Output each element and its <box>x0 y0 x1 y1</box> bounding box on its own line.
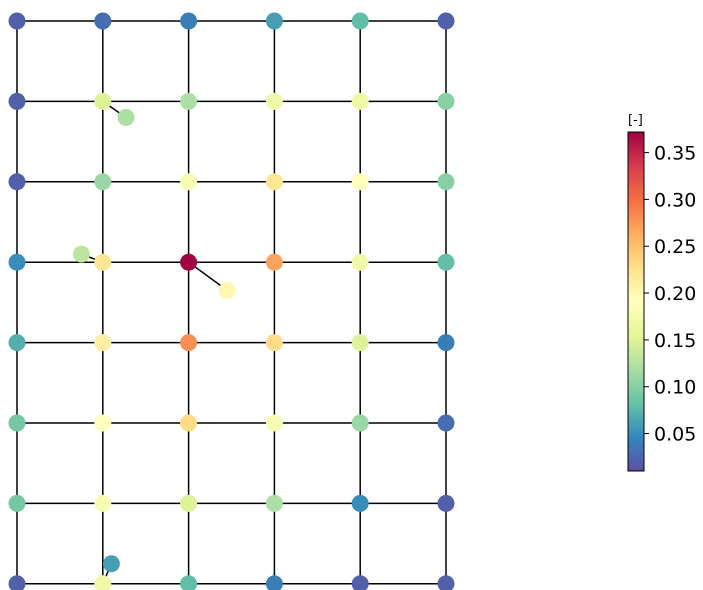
graph-node <box>8 334 26 352</box>
colorbar-ticks: 0.05 0.10 0.15 0.20 0.25 0.30 0.35 <box>644 143 696 446</box>
graph-node <box>180 253 198 271</box>
graph-node <box>180 173 198 191</box>
graph-node <box>180 12 198 30</box>
graph-node <box>437 575 455 590</box>
edge-layer <box>16 20 447 585</box>
graph-node <box>180 92 198 110</box>
graph-node <box>351 173 369 191</box>
graph-node <box>8 414 26 432</box>
graph-node <box>351 494 369 512</box>
graph-node <box>351 12 369 30</box>
graph-node <box>265 334 283 352</box>
graph-node <box>94 334 112 352</box>
colorbar-tick-label: 0.35 <box>654 143 696 165</box>
graph-node <box>265 253 283 271</box>
graph-node <box>8 253 26 271</box>
graph-node <box>437 253 455 271</box>
graph-node <box>265 173 283 191</box>
graph-node <box>265 494 283 512</box>
extra-node <box>218 281 236 299</box>
colorbar-tick-label: 0.15 <box>654 330 696 352</box>
colorbar-tick-label: 0.20 <box>654 283 696 305</box>
graph-node <box>265 92 283 110</box>
graph-node <box>180 494 198 512</box>
graph-node <box>180 414 198 432</box>
extra-node <box>102 555 120 573</box>
colorbar-gradient <box>627 131 645 472</box>
graph-node <box>8 575 26 590</box>
graph-node <box>265 12 283 30</box>
graph-node <box>94 575 112 590</box>
graph-node <box>180 334 198 352</box>
graph-node <box>351 414 369 432</box>
graph-node <box>351 92 369 110</box>
graph-node <box>351 334 369 352</box>
colorbar: [-] 0.05 0.10 0.15 0.20 0.25 0.30 0.35 <box>627 113 696 472</box>
graph-node <box>94 12 112 30</box>
extra-node <box>117 108 135 126</box>
graph-node <box>180 575 198 590</box>
graph-node <box>437 414 455 432</box>
graph-node <box>265 575 283 590</box>
graph-node <box>8 12 26 30</box>
graph-node <box>437 92 455 110</box>
colorbar-label: [-] <box>628 113 643 128</box>
extra-node <box>72 245 90 263</box>
graph-node <box>94 494 112 512</box>
colorbar-tick-label: 0.10 <box>654 377 696 399</box>
graph-node <box>265 414 283 432</box>
graph-node <box>437 12 455 30</box>
graph-node <box>8 92 26 110</box>
graph-node <box>351 253 369 271</box>
graph-node <box>351 575 369 590</box>
colorbar-tick-label: 0.05 <box>654 424 696 446</box>
graph-node <box>94 92 112 110</box>
graph-node <box>94 414 112 432</box>
graph-node <box>94 253 112 271</box>
graph-node <box>437 173 455 191</box>
graph-node <box>437 494 455 512</box>
graph-node <box>8 173 26 191</box>
graph-node <box>437 334 455 352</box>
graph-node <box>8 494 26 512</box>
colorbar-tick-label: 0.25 <box>654 236 696 258</box>
graph-node <box>94 173 112 191</box>
node-layer <box>8 12 455 590</box>
colorbar-tick-label: 0.30 <box>654 189 696 211</box>
